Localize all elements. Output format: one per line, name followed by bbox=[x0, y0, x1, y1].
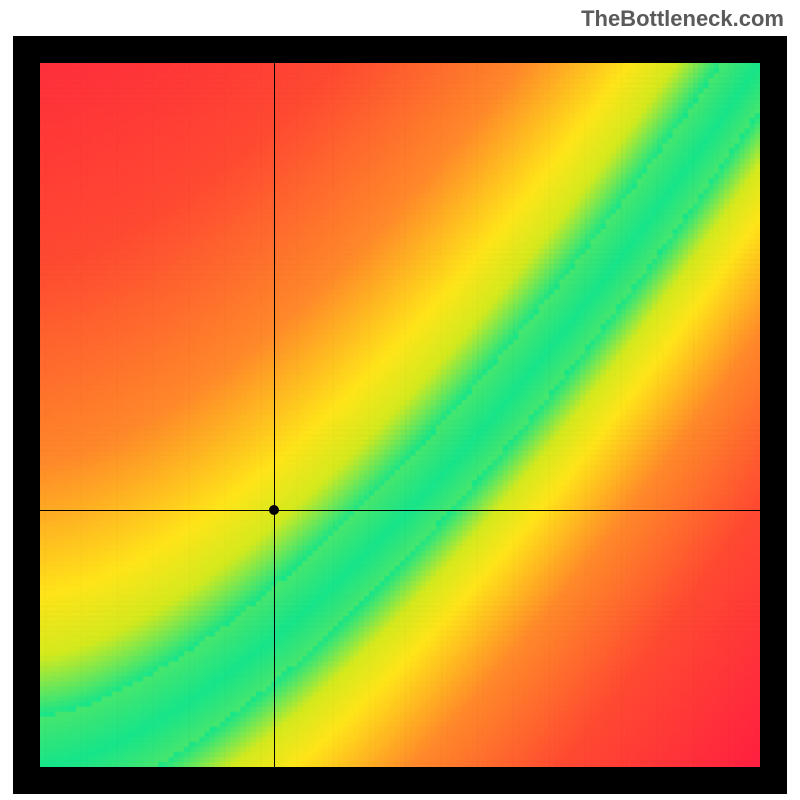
bottleneck-heatmap bbox=[40, 63, 760, 767]
watermark-text: TheBottleneck.com bbox=[581, 6, 784, 32]
chart-container: TheBottleneck.com bbox=[0, 0, 800, 800]
crosshair-horizontal bbox=[40, 510, 760, 511]
crosshair-vertical bbox=[274, 63, 275, 767]
crosshair-marker bbox=[269, 505, 279, 515]
